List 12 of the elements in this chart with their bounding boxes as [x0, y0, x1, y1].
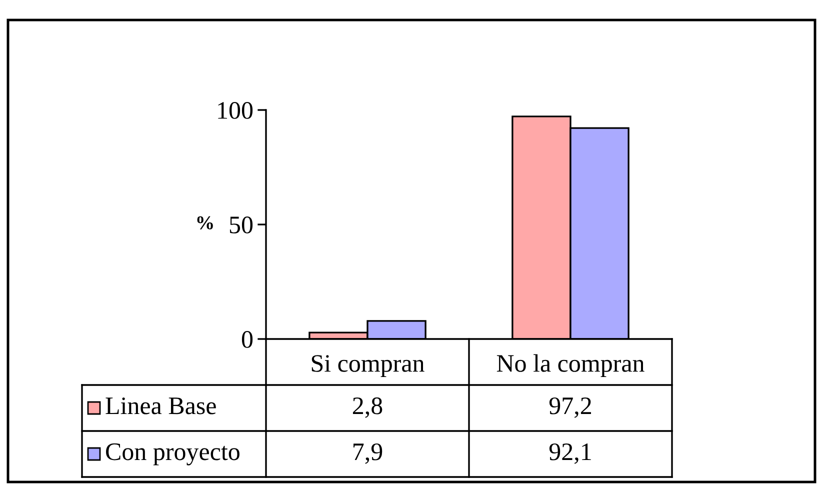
legend-label: Con proyecto: [106, 443, 240, 466]
data-label: 92,1: [549, 443, 591, 464]
x-tick-label: No la compran: [496, 354, 644, 377]
y-tick-label: 0: [242, 331, 253, 348]
y-axis-title: %: [197, 216, 213, 230]
y-tick-label: 50: [230, 216, 253, 234]
data-label: 97,2: [549, 397, 591, 418]
legend-label: Linea Base: [106, 397, 216, 414]
data-label: 2,8: [352, 397, 382, 418]
data-label: 7,9: [354, 443, 382, 464]
y-tick-label: 100: [218, 102, 253, 119]
x-tick-label: Si compran: [312, 355, 424, 377]
